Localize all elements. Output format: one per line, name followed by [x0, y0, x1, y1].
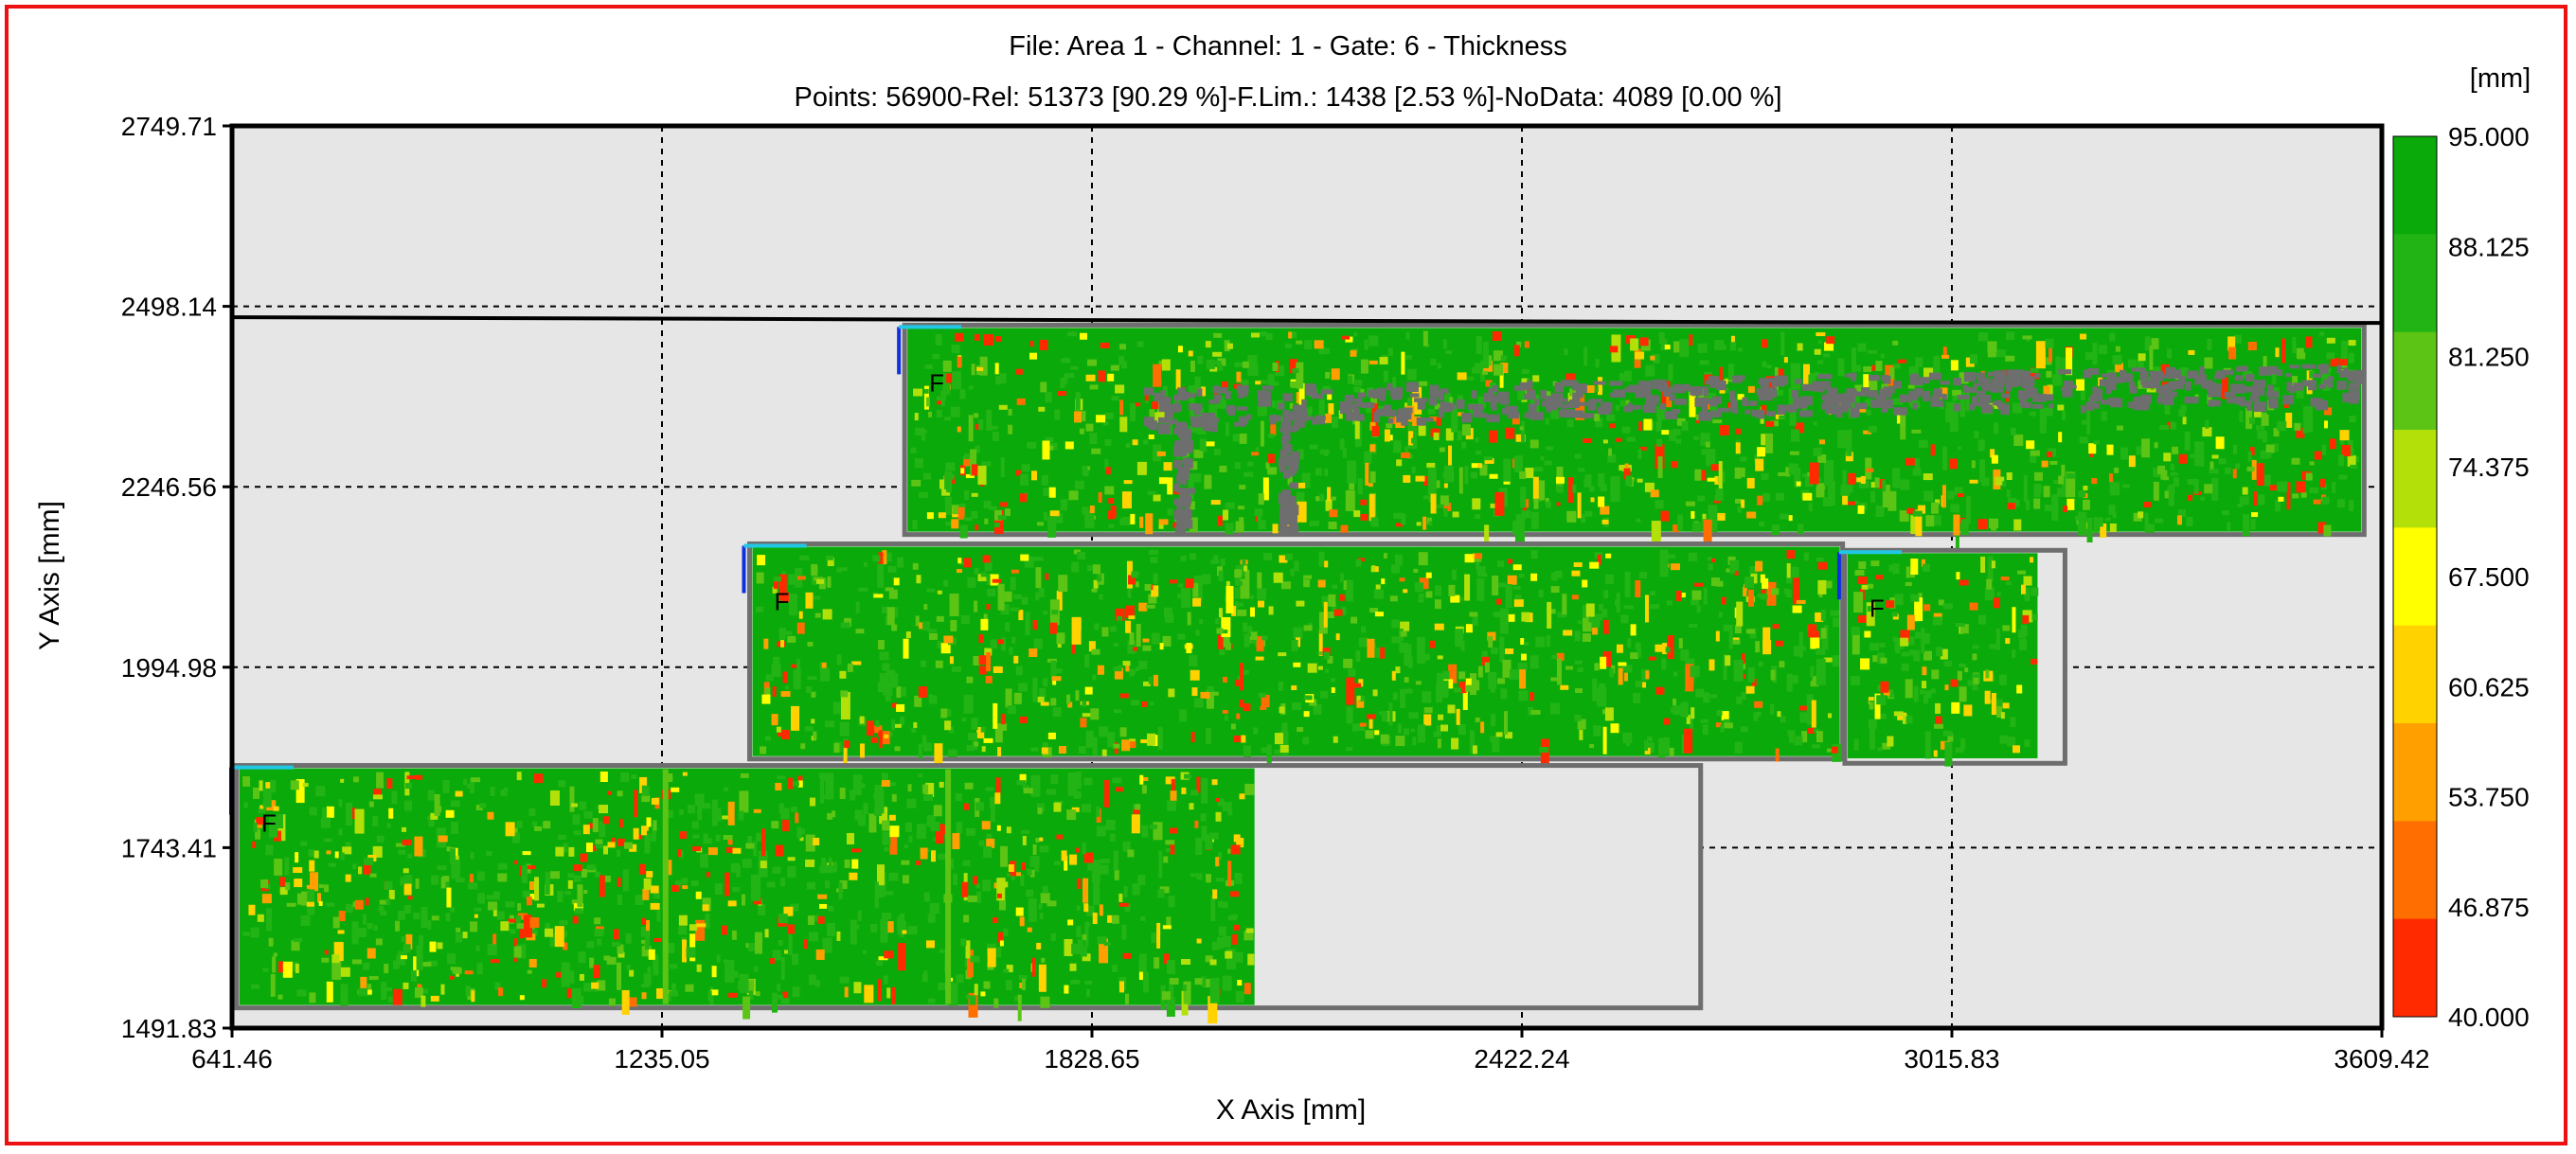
- colorbar-band: [2393, 918, 2437, 1018]
- y-tick-label: 2498.14: [121, 293, 217, 322]
- colorbar-tick-label: 40.000: [2448, 1003, 2530, 1032]
- y-tick-label: 1994.98: [121, 653, 217, 683]
- scan-defects: [910, 330, 2366, 551]
- y-tick-label: 1743.41: [121, 833, 217, 862]
- y-tick-label: 2749.71: [121, 112, 217, 141]
- x-tick-label: 1828.65: [1044, 1044, 1139, 1074]
- scan-region-label: F: [929, 368, 944, 397]
- scan-region-label: F: [775, 587, 790, 615]
- y-tick-label: 2246.56: [121, 472, 217, 502]
- scan-region-label: F: [1869, 594, 1885, 622]
- x-tick-label: 3609.42: [2334, 1044, 2429, 1074]
- colorbar-band: [2393, 821, 2437, 920]
- chart-frame: [5, 5, 2567, 1145]
- colorbar: 95.000 88.125 81.250 74.375 67.500 60.625 53.7…: [2392, 122, 2530, 1032]
- scan-region-label: F: [261, 809, 277, 838]
- plot-border: [229, 123, 2385, 1031]
- colorbar-tick-label: 46.875: [2448, 893, 2530, 922]
- colorbar-band: [2393, 136, 2437, 235]
- boundary-line: [231, 315, 2383, 326]
- colorbar-tick-label: 95.000: [2448, 122, 2530, 151]
- colorbar-tick-label: 81.250: [2448, 343, 2530, 372]
- colorbar-band: [2393, 234, 2437, 333]
- colorbar-band: [2393, 430, 2437, 528]
- colorbar-band: [2393, 723, 2437, 822]
- colorbar-tick-label: 88.125: [2448, 232, 2530, 261]
- colorbar-band: [2393, 331, 2437, 431]
- colorbar-tick-label: 67.500: [2448, 562, 2530, 592]
- x-tick-label: 641.46: [191, 1044, 273, 1074]
- scan-defects: [755, 549, 1842, 772]
- x-tick-label: 3015.83: [1904, 1044, 1999, 1074]
- colorbar-tick-label: 60.625: [2448, 672, 2530, 701]
- colorbar-unit: [mm]: [2470, 63, 2531, 94]
- colorbar-tick-label: 74.375: [2448, 453, 2530, 482]
- x-tick-label: 2422.24: [1474, 1044, 1569, 1074]
- colorbar-border: [2392, 135, 2438, 1018]
- colorbar-tick-label: 53.750: [2448, 783, 2530, 812]
- scan-defects: [1851, 556, 2039, 767]
- plot-area: F F F F: [229, 123, 2385, 1031]
- colorbar-band: [2393, 527, 2437, 627]
- colorbar-band: [2393, 625, 2437, 724]
- x-axis-label: X Axis [mm]: [1216, 1094, 1366, 1126]
- axis-ticks: 641.46 1235.05 1828.65 2422.24 3015.83 3609.4…: [121, 112, 2430, 1074]
- x-tick-label: 1235.05: [614, 1044, 709, 1074]
- chart-title: File: Area 1 - Channel: 1 - Gate: 6 - Th…: [1009, 31, 1566, 62]
- y-tick-label: 1491.83: [121, 1014, 217, 1043]
- y-axis-label: Y Axis [mm]: [34, 501, 65, 650]
- chart-subtitle: Points: 56900-Rel: 51373 [90.29 %]-F.Lim…: [794, 82, 1781, 113]
